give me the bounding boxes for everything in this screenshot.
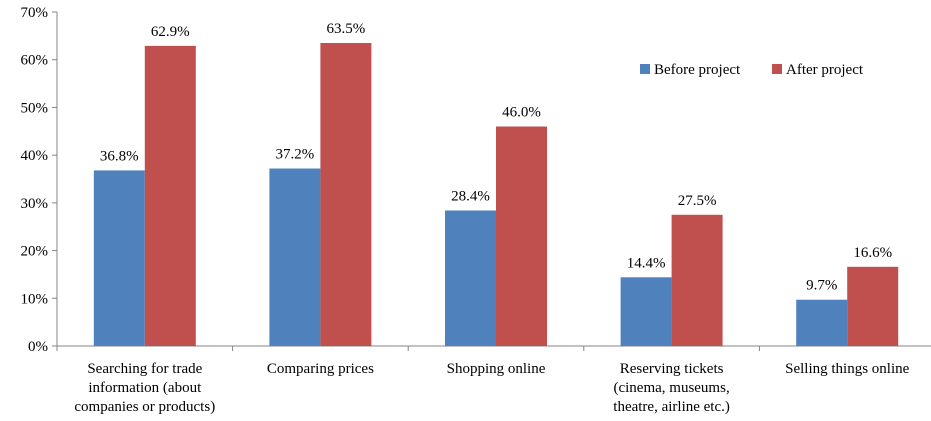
y-tick-label: 10% [21, 291, 49, 307]
data-label: 37.2% [276, 147, 315, 163]
y-tick-label: 30% [21, 196, 49, 212]
bar-before [93, 170, 145, 346]
y-tick-label: 40% [21, 148, 49, 164]
legend-label: After project [786, 62, 864, 78]
bar-before [269, 168, 321, 346]
legend-swatch [640, 64, 650, 74]
bar-after [144, 45, 196, 347]
x-tick-label: Searching for trade information (about com… [74, 361, 215, 415]
legend-swatch [772, 64, 782, 74]
bar-before [620, 277, 672, 346]
data-label: 16.6% [853, 245, 892, 261]
bar-before [445, 210, 496, 346]
y-tick-label: 50% [21, 100, 49, 116]
data-label: 36.8% [100, 148, 139, 164]
bar-after [496, 126, 547, 346]
y-tick-label: 70% [21, 5, 49, 21]
data-label: 46.0% [502, 105, 541, 121]
x-axis: Searching for trade information (about com… [56, 345, 931, 415]
data-labels: 36.8% 62.9% 37.2% 63.5% 28.4% 46.0% 14.4% 27.5%… [100, 21, 892, 294]
data-label: 9.7% [806, 278, 837, 294]
data-label: 14.4% [627, 255, 666, 271]
bar-after [320, 43, 372, 347]
y-tick-label: 20% [21, 244, 49, 260]
x-tick-label: Reserving tickets (cinema, museums, theatr… [613, 361, 730, 415]
bar-before [796, 299, 848, 346]
x-tick-label: Comparing prices [267, 361, 374, 377]
bar-after [671, 214, 723, 346]
data-label: 63.5% [327, 21, 366, 37]
y-tick-label: 0% [28, 339, 48, 355]
legend-label: Before project [654, 62, 741, 78]
data-label: 27.5% [678, 193, 717, 209]
y-axis: 0% 10% 20% 30% 40% 50% 60% 70% [21, 5, 58, 355]
data-label: 62.9% [151, 24, 190, 40]
bars [93, 43, 899, 347]
data-label: 28.4% [451, 188, 490, 204]
y-tick-label: 60% [21, 53, 49, 69]
x-tick-label: Shopping online [447, 361, 546, 377]
bar-after [847, 266, 899, 346]
legend: Before project After project [640, 62, 864, 78]
x-tick-label: Selling things online [785, 361, 910, 377]
